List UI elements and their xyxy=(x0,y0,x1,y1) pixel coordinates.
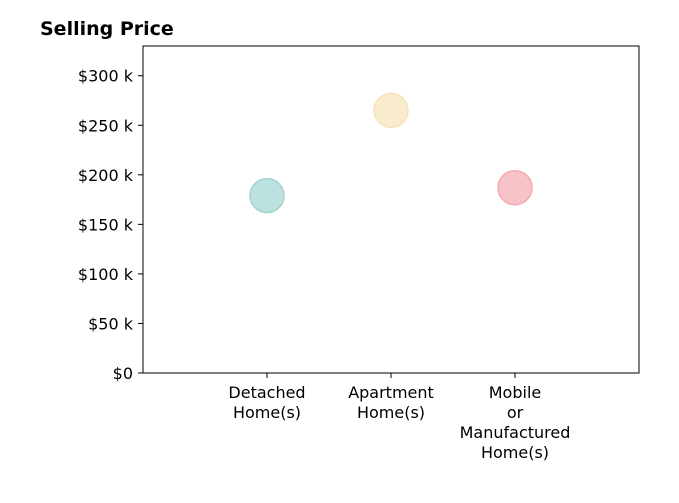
y-tick-label: $200 k xyxy=(78,166,134,185)
y-tick-label: $0 xyxy=(113,364,133,383)
y-tick-label: $150 k xyxy=(78,215,134,234)
x-tick-label: Apartment Home(s) xyxy=(348,383,434,422)
x-tick-label: Mobile or Manufactured Home(s) xyxy=(460,383,571,462)
data-point xyxy=(497,169,533,206)
x-tick-label: Detached Home(s) xyxy=(228,383,305,422)
data-point xyxy=(249,177,285,214)
y-tick-label: $50 k xyxy=(88,314,134,333)
y-tick-label: $250 k xyxy=(78,116,134,135)
y-tick-label: $300 k xyxy=(78,67,134,86)
plot-area: $0 $50 k $100 k $150 k $200 k $250 k $300 k Det… xyxy=(78,45,640,462)
data-point xyxy=(373,92,409,129)
chart-title: Selling Price xyxy=(40,18,174,40)
y-tick-label: $100 k xyxy=(78,265,134,284)
